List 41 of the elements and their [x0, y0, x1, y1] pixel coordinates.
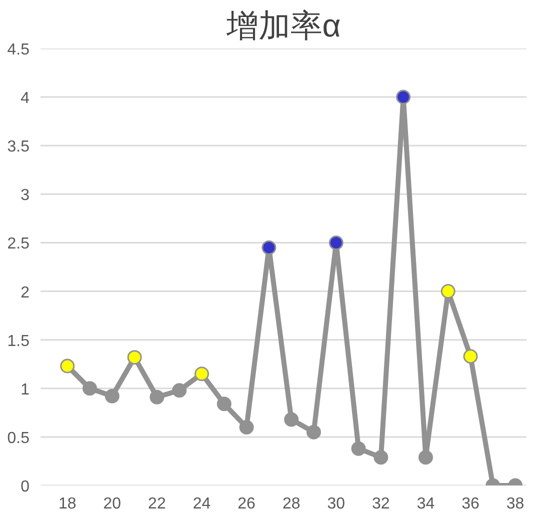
point	[396, 90, 411, 104]
x-tick-label: 18	[58, 496, 76, 512]
y-tick-label: 3.5	[7, 138, 30, 156]
x-tick-label: 24	[192, 496, 211, 512]
point	[172, 383, 187, 398]
point	[418, 450, 433, 465]
point	[104, 388, 120, 404]
point	[374, 450, 388, 465]
y-tick-label: 0	[20, 478, 30, 496]
point	[306, 424, 321, 440]
y-tick-label: 1	[20, 381, 30, 398]
point	[440, 284, 456, 299]
point	[262, 240, 276, 255]
point	[463, 349, 478, 364]
x-tick-label: 32	[372, 496, 390, 512]
x-tick-label: 34	[416, 496, 435, 512]
point	[60, 358, 75, 374]
x-tick-label: 26	[238, 496, 256, 512]
y-tick-label: 1.5	[7, 332, 30, 350]
x-tick-label: 20	[103, 496, 122, 512]
x-tick-label: 22	[148, 496, 166, 512]
y-tick-label: 3	[20, 187, 30, 204]
point	[284, 412, 299, 427]
point	[216, 396, 232, 412]
y-tick-label: 0.5	[7, 430, 30, 447]
y-tick-label: 2.5	[7, 236, 30, 253]
point	[150, 390, 164, 404]
point	[239, 420, 254, 434]
point	[127, 350, 142, 365]
x-tick-label: 30	[327, 496, 346, 512]
chart-title: 增加率α	[225, 8, 341, 44]
x-tick-label: 28	[282, 496, 300, 512]
point	[82, 381, 98, 396]
y-tick-label: 4	[20, 90, 30, 108]
y-tick-label: 4.5	[7, 42, 30, 58]
point	[328, 235, 344, 250]
point	[351, 441, 366, 456]
y-tick-label: 2	[20, 284, 30, 302]
x-tick-label: 38	[506, 496, 524, 512]
point	[194, 366, 210, 382]
x-tick-label: 36	[462, 496, 480, 512]
